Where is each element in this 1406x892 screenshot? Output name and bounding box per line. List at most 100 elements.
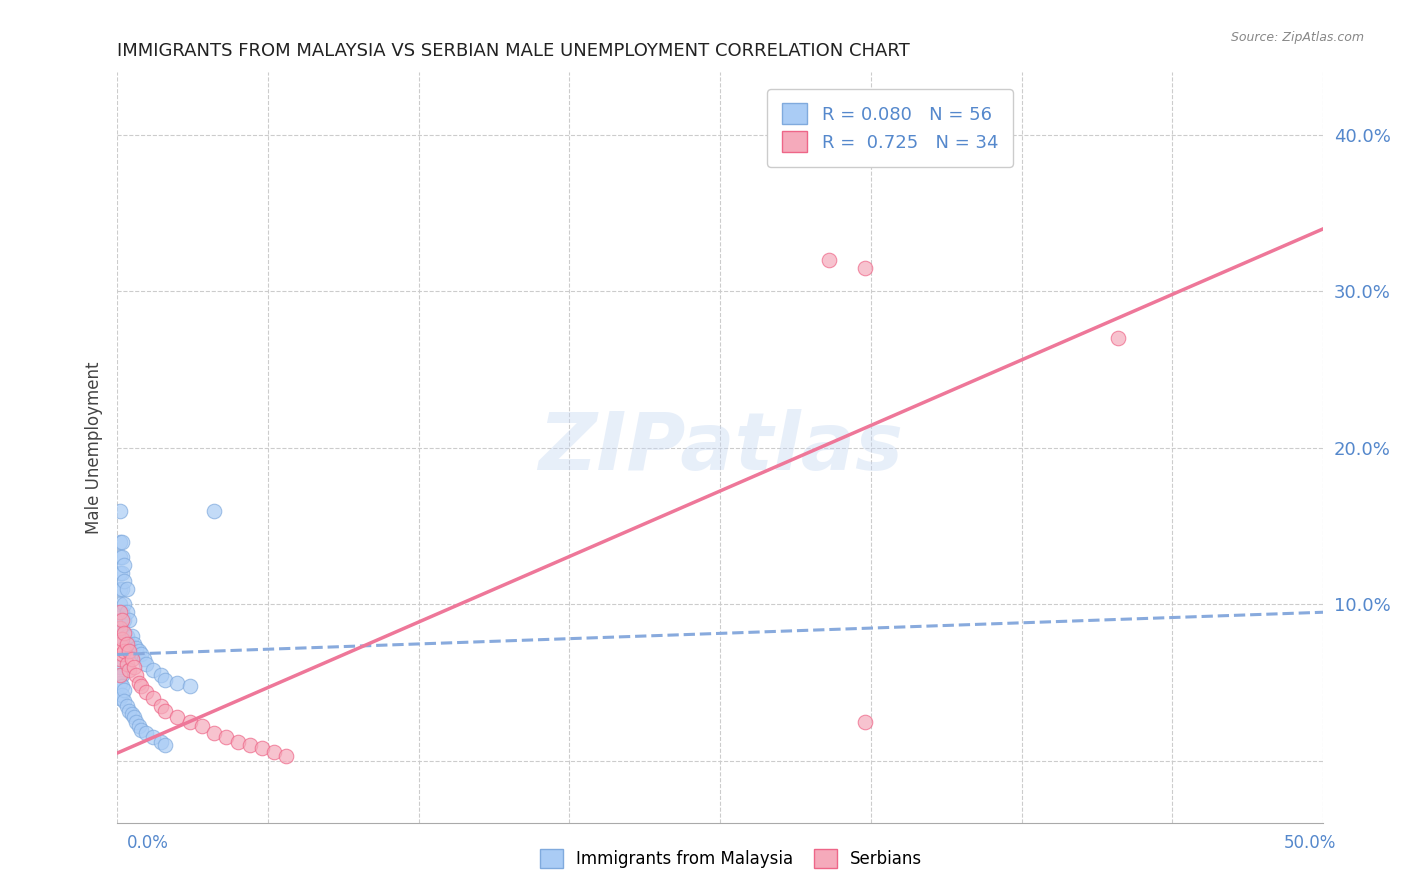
- Point: [111, 566, 134, 581]
- Point: [111, 582, 134, 596]
- Point: [112, 558, 135, 573]
- Text: ZIPatlas: ZIPatlas: [537, 409, 903, 487]
- Point: [111, 632, 134, 646]
- Point: [128, 675, 150, 690]
- Point: [122, 636, 145, 650]
- Point: [118, 644, 141, 658]
- Point: [108, 566, 131, 581]
- Point: [202, 503, 225, 517]
- Point: [112, 694, 135, 708]
- Point: [118, 704, 141, 718]
- Legend: Immigrants from Malaysia, Serbians: Immigrants from Malaysia, Serbians: [533, 842, 929, 875]
- Point: [263, 744, 285, 758]
- Point: [853, 714, 876, 729]
- Point: [853, 260, 876, 275]
- Point: [112, 598, 135, 612]
- Point: [179, 714, 201, 729]
- Point: [179, 679, 201, 693]
- Point: [142, 691, 165, 706]
- Point: [108, 691, 131, 706]
- Point: [121, 706, 143, 721]
- Point: [149, 735, 172, 749]
- Point: [121, 629, 143, 643]
- Point: [108, 668, 131, 682]
- Point: [155, 704, 177, 718]
- Point: [118, 636, 141, 650]
- Point: [111, 534, 134, 549]
- Point: [125, 641, 148, 656]
- Point: [190, 719, 212, 733]
- Point: [149, 668, 172, 682]
- Point: [108, 605, 131, 619]
- Point: [135, 657, 157, 671]
- Point: [115, 657, 138, 671]
- Point: [155, 738, 177, 752]
- Point: [131, 648, 153, 662]
- Point: [108, 582, 131, 596]
- Point: [108, 675, 131, 690]
- Point: [817, 253, 839, 268]
- Point: [166, 710, 188, 724]
- Point: [108, 550, 131, 565]
- Text: IMMIGRANTS FROM MALAYSIA VS SERBIAN MALE UNEMPLOYMENT CORRELATION CHART: IMMIGRANTS FROM MALAYSIA VS SERBIAN MALE…: [117, 42, 910, 60]
- Point: [131, 723, 153, 737]
- Point: [111, 550, 134, 565]
- Point: [128, 719, 150, 733]
- Point: [118, 663, 141, 677]
- Point: [274, 749, 297, 764]
- Point: [1107, 331, 1129, 345]
- Point: [111, 648, 134, 662]
- Point: [128, 644, 150, 658]
- Point: [115, 636, 138, 650]
- Point: [111, 688, 134, 702]
- Point: [202, 725, 225, 739]
- Point: [111, 613, 134, 627]
- Point: [112, 683, 135, 698]
- Point: [112, 625, 135, 640]
- Point: [149, 699, 172, 714]
- Point: [239, 738, 262, 752]
- Point: [108, 503, 131, 517]
- Point: [108, 660, 131, 674]
- Point: [108, 621, 131, 635]
- Point: [132, 652, 155, 666]
- Point: [108, 652, 131, 666]
- Point: [108, 613, 131, 627]
- Text: 50.0%: 50.0%: [1284, 834, 1336, 852]
- Point: [112, 574, 135, 588]
- Point: [111, 679, 134, 693]
- Point: [115, 629, 138, 643]
- Point: [112, 644, 135, 658]
- Text: Source: ZipAtlas.com: Source: ZipAtlas.com: [1230, 31, 1364, 45]
- Point: [135, 685, 157, 699]
- Point: [111, 605, 134, 619]
- Point: [121, 644, 143, 658]
- Text: 0.0%: 0.0%: [127, 834, 169, 852]
- Point: [142, 731, 165, 745]
- Point: [112, 613, 135, 627]
- Point: [125, 668, 148, 682]
- Point: [108, 629, 131, 643]
- Point: [122, 660, 145, 674]
- Legend: R = 0.080   N = 56, R =  0.725   N = 34: R = 0.080 N = 56, R = 0.725 N = 34: [768, 89, 1012, 167]
- Point: [226, 735, 249, 749]
- Point: [118, 613, 141, 627]
- Point: [135, 725, 157, 739]
- Point: [215, 731, 238, 745]
- Point: [166, 675, 188, 690]
- Point: [111, 621, 134, 635]
- Point: [122, 710, 145, 724]
- Y-axis label: Male Unemployment: Male Unemployment: [86, 361, 103, 534]
- Point: [108, 636, 131, 650]
- Point: [142, 663, 165, 677]
- Point: [111, 668, 134, 682]
- Point: [131, 679, 153, 693]
- Point: [125, 714, 148, 729]
- Point: [108, 598, 131, 612]
- Point: [121, 652, 143, 666]
- Point: [115, 605, 138, 619]
- Point: [155, 673, 177, 687]
- Point: [250, 741, 273, 756]
- Point: [115, 582, 138, 596]
- Point: [108, 534, 131, 549]
